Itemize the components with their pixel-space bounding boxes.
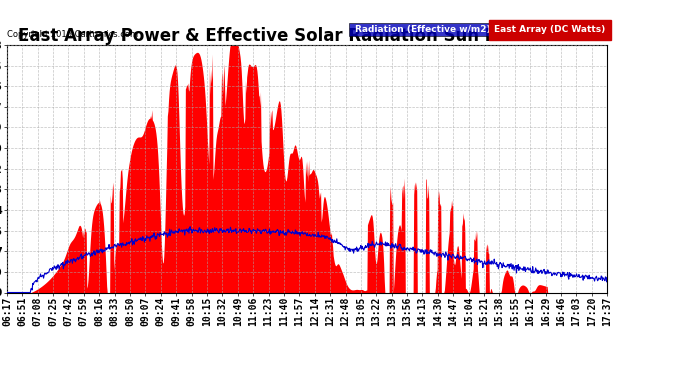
Legend: Radiation (Effective w/m2), East Array (DC Watts): Radiation (Effective w/m2), East Array (… [350,23,607,36]
Title: East Array Power & Effective Solar Radiation Sun Mar 6 17:45: East Array Power & Effective Solar Radia… [18,27,596,45]
Text: Copyright 2016 Cartronics.com: Copyright 2016 Cartronics.com [7,30,138,39]
